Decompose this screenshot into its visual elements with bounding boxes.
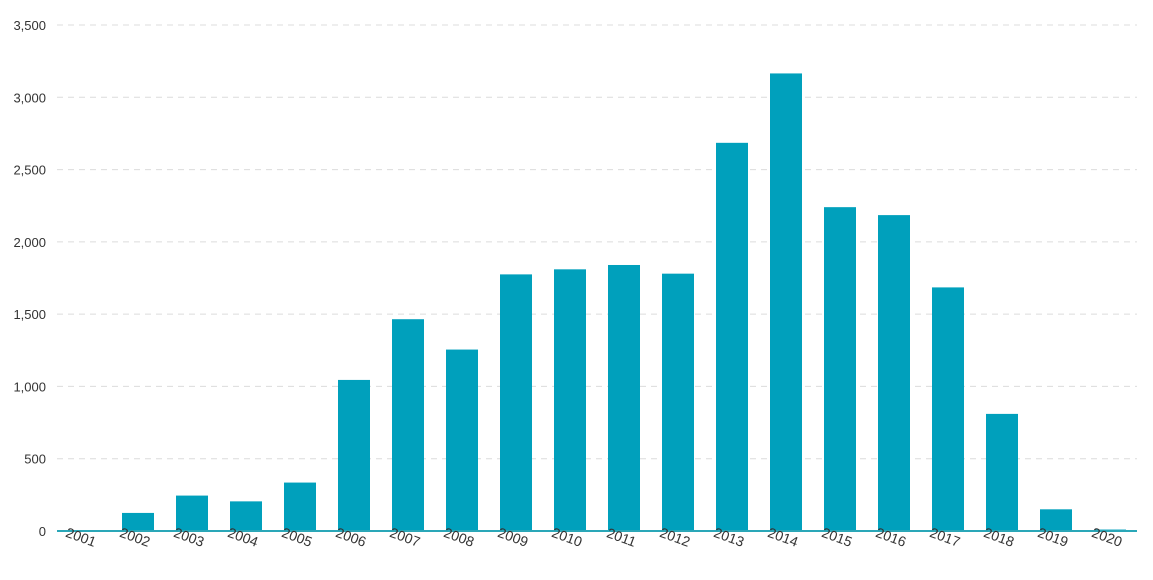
bar-2012 bbox=[662, 273, 694, 531]
bar-2003 bbox=[176, 495, 208, 531]
bar-2015 bbox=[824, 207, 856, 531]
y-tick-label: 1,500 bbox=[13, 307, 46, 322]
x-tick-label: 2001 bbox=[64, 524, 99, 550]
bar-2005 bbox=[284, 482, 316, 531]
bar-2013 bbox=[716, 142, 748, 531]
y-tick-label: 1,000 bbox=[13, 379, 46, 394]
bar-2008 bbox=[446, 349, 478, 531]
bars bbox=[122, 73, 1126, 531]
y-tick-label: 3,500 bbox=[13, 18, 46, 33]
bar-2010 bbox=[554, 269, 586, 531]
bar-2018 bbox=[986, 413, 1018, 531]
bar-2019 bbox=[1040, 509, 1072, 531]
y-tick-label: 500 bbox=[24, 452, 46, 467]
bar-2007 bbox=[392, 319, 424, 531]
x-axis-labels: 2001 2002 2003 2004 2005 2006 2007 2008 2009 2010… bbox=[64, 524, 1125, 550]
bar-2014 bbox=[770, 73, 802, 531]
bar-2011 bbox=[608, 264, 640, 531]
y-tick-label: 0 bbox=[39, 524, 46, 539]
grid-layer bbox=[57, 24, 1137, 460]
y-tick-label: 2,500 bbox=[13, 163, 46, 178]
bar-2009 bbox=[500, 274, 532, 531]
y-tick-label: 3,000 bbox=[13, 90, 46, 105]
bar-2016 bbox=[878, 215, 910, 531]
bar-2006 bbox=[338, 379, 370, 531]
bar-2004 bbox=[230, 501, 262, 531]
x-tick-label: 2020 bbox=[1090, 524, 1125, 550]
bar-2002 bbox=[122, 512, 154, 531]
y-tick-label: 2,000 bbox=[13, 235, 46, 250]
bar-2017 bbox=[932, 287, 964, 531]
y-axis-labels: 0 500 1,000 1,500 2,000 2,500 3,000 3,500 bbox=[13, 18, 46, 539]
